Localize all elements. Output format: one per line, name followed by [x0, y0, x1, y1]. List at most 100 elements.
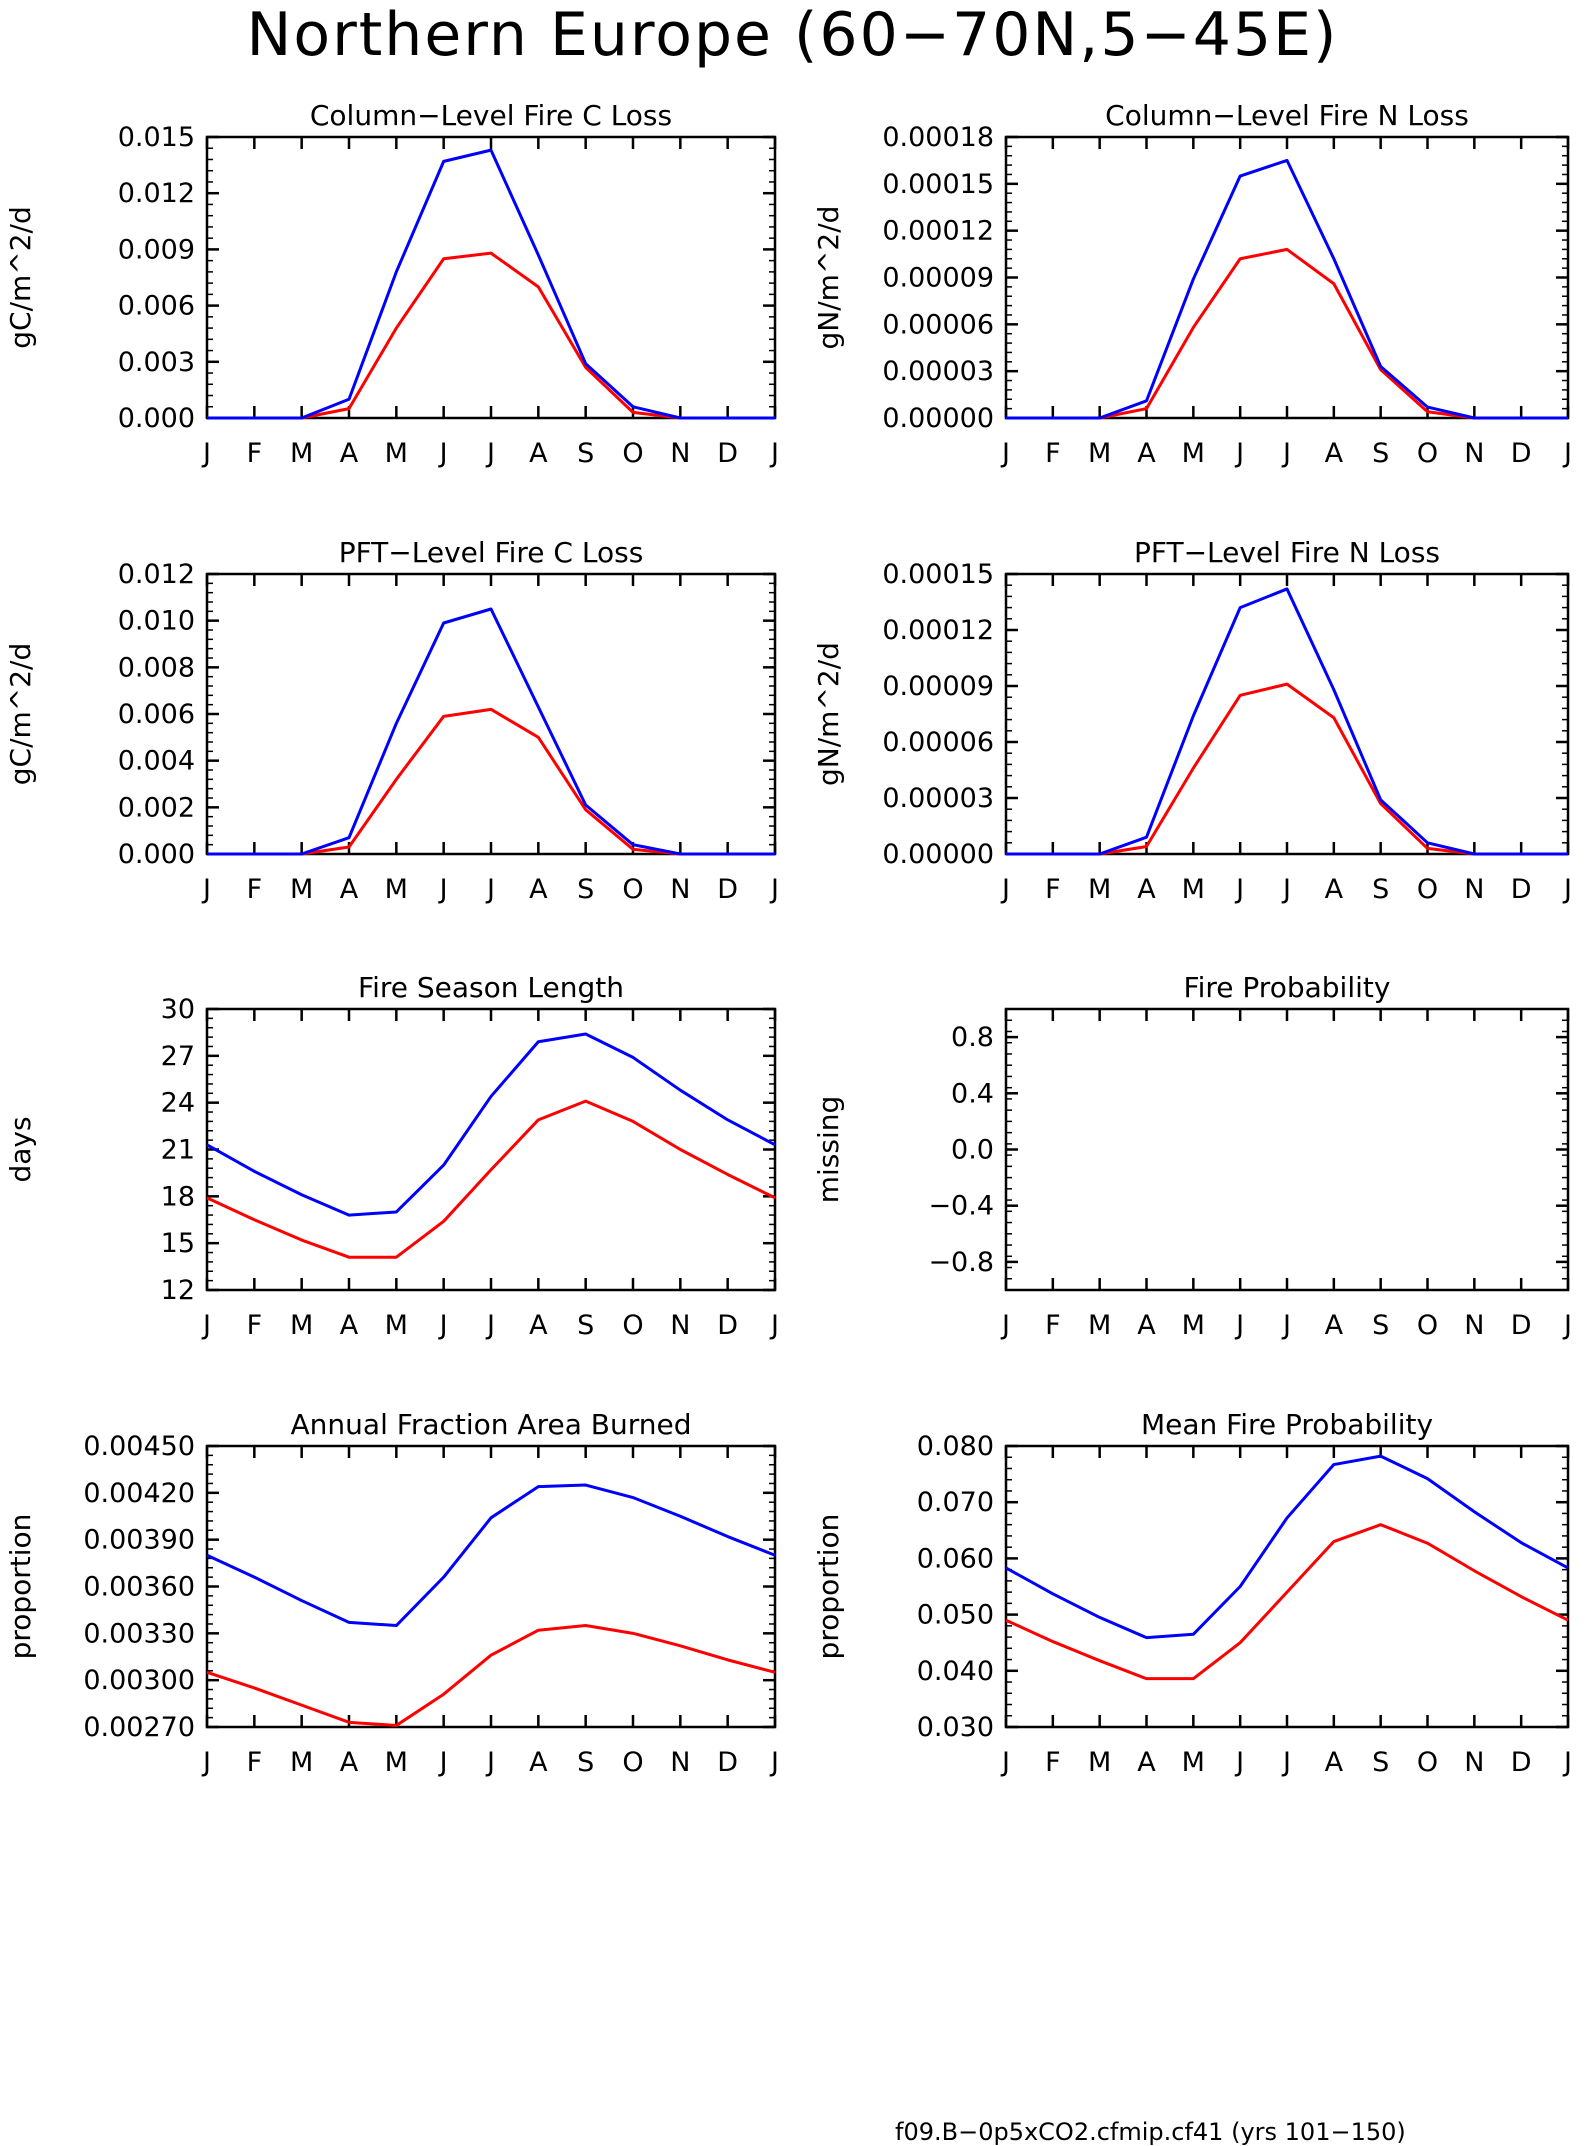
y-tick-label: 0.00420 [83, 1478, 195, 1509]
x-tick-label: A [340, 1747, 359, 1778]
x-tick-label: N [1464, 438, 1484, 469]
x-tick-label: J [1562, 438, 1572, 469]
x-tick-label: J [485, 1747, 495, 1778]
x-tick-label: M [1182, 874, 1205, 905]
page-title: Northern Europe (60−70N,5−45E) [246, 0, 1339, 70]
x-tick-label: F [247, 438, 263, 469]
x-tick-label: A [529, 1310, 548, 1341]
x-tick-label: A [1137, 874, 1156, 905]
y-tick-label: 0.050 [917, 1600, 994, 1631]
x-tick-label: F [1045, 1310, 1061, 1341]
x-tick-label: M [385, 438, 408, 469]
x-tick-label: N [670, 874, 690, 905]
x-tick-label: M [1088, 438, 1111, 469]
y-tick-label: 21 [161, 1135, 195, 1166]
x-tick-label: S [1372, 1310, 1389, 1341]
x-tick-label: A [340, 1310, 359, 1341]
x-tick-label: J [1281, 1747, 1291, 1778]
chart-panel-8: Mean Fire Probability 0.030 0.040 0.050 0.06… [812, 1408, 1572, 1778]
y-tick-label: 12 [161, 1275, 195, 1306]
y-tick-label: 15 [161, 1228, 195, 1259]
y-tick-label: 0.00000 [882, 403, 994, 434]
x-tick-label: J [201, 438, 211, 469]
y-tick-label: 0.004 [118, 746, 195, 777]
y-axis-label: proportion [812, 1514, 845, 1660]
x-tick-label: M [1088, 874, 1111, 905]
y-tick-label: −0.4 [928, 1191, 994, 1222]
chart-panel-3: PFT−Level Fire C Loss 0.000 0.002 0.004 0.00… [4, 536, 779, 905]
y-tick-label: 0.00012 [882, 216, 994, 247]
panel-title: Mean Fire Probability [1141, 1408, 1433, 1441]
y-tick-label: 0.00018 [882, 122, 994, 153]
series-line-2 [1005, 1454, 1569, 1640]
x-tick-label: J [1281, 1310, 1291, 1341]
panel-title: PFT−Level Fire N Loss [1134, 536, 1440, 569]
series-line-1 [206, 1099, 776, 1259]
panel-title: Column−Level Fire C Loss [310, 99, 672, 132]
x-tick-label: D [717, 1310, 738, 1341]
x-tick-label: A [1137, 1747, 1156, 1778]
y-tick-label: 0.040 [917, 1656, 994, 1687]
x-tick-label: D [717, 438, 738, 469]
y-tick-label: 0.00003 [882, 356, 994, 387]
x-tick-label: A [1325, 1310, 1344, 1341]
x-tick-label: J [769, 438, 779, 469]
x-tick-label: F [1045, 874, 1061, 905]
x-tick-label: S [577, 1310, 594, 1341]
x-tick-label: M [290, 874, 313, 905]
x-tick-label: O [622, 1747, 643, 1778]
x-tick-label: A [1325, 1747, 1344, 1778]
y-tick-label: 27 [161, 1041, 195, 1072]
y-tick-label: 0.080 [917, 1431, 994, 1462]
x-tick-label: J [201, 874, 211, 905]
x-tick-label: A [1325, 438, 1344, 469]
x-tick-label: S [1372, 438, 1389, 469]
x-tick-label: M [385, 1747, 408, 1778]
y-tick-label: 0.000 [118, 403, 195, 434]
x-tick-label: M [290, 1747, 313, 1778]
x-tick-label: F [247, 1747, 263, 1778]
x-tick-label: N [1464, 874, 1484, 905]
x-tick-label: J [485, 438, 495, 469]
x-tick-label: J [201, 1310, 211, 1341]
x-tick-label: M [1088, 1747, 1111, 1778]
x-tick-label: S [1372, 1747, 1389, 1778]
x-tick-label: O [1417, 1310, 1438, 1341]
x-tick-label: A [1137, 438, 1156, 469]
x-tick-label: A [340, 874, 359, 905]
x-tick-label: F [247, 1310, 263, 1341]
x-tick-label: J [769, 1747, 779, 1778]
x-tick-label: N [1464, 1310, 1484, 1341]
y-tick-label: 0.00015 [882, 559, 994, 590]
x-tick-label: J [485, 1310, 495, 1341]
y-tick-label: 0.012 [118, 559, 195, 590]
y-tick-label: 0.030 [917, 1712, 994, 1743]
x-tick-label: J [1562, 874, 1572, 905]
x-tick-label: O [1417, 1747, 1438, 1778]
x-tick-label: J [1234, 438, 1244, 469]
x-tick-label: J [1000, 1310, 1010, 1341]
x-tick-label: S [577, 1747, 594, 1778]
chart-panel-2: Column−Level Fire N Loss 0.00000 0.00003 0.… [812, 99, 1572, 469]
y-tick-label: 0.00006 [882, 727, 994, 758]
y-tick-label: 30 [161, 994, 195, 1025]
panel-title: Fire Probability [1184, 971, 1391, 1004]
series-line-2 [207, 607, 775, 856]
y-tick-label: 0.060 [917, 1543, 994, 1574]
x-tick-label: M [290, 1310, 313, 1341]
y-tick-label: 0.000 [118, 839, 195, 870]
y-tick-label: 0.012 [118, 178, 195, 209]
chart-panel-1: Column−Level Fire C Loss 0.000 0.003 0.006 0… [4, 99, 779, 469]
y-tick-label: 0.003 [118, 347, 195, 378]
series-line-1 [1005, 1523, 1569, 1681]
x-tick-label: A [529, 1747, 548, 1778]
y-tick-label: 0.00009 [882, 671, 994, 702]
x-tick-label: M [385, 874, 408, 905]
y-tick-label: 0.009 [118, 234, 195, 265]
x-tick-label: N [670, 438, 690, 469]
x-tick-label: J [1281, 874, 1291, 905]
y-tick-label: 0.006 [118, 699, 195, 730]
chart-panel-6: Fire Probability−0.8−0.40.00.40.8J F M A M J J… [812, 971, 1572, 1341]
